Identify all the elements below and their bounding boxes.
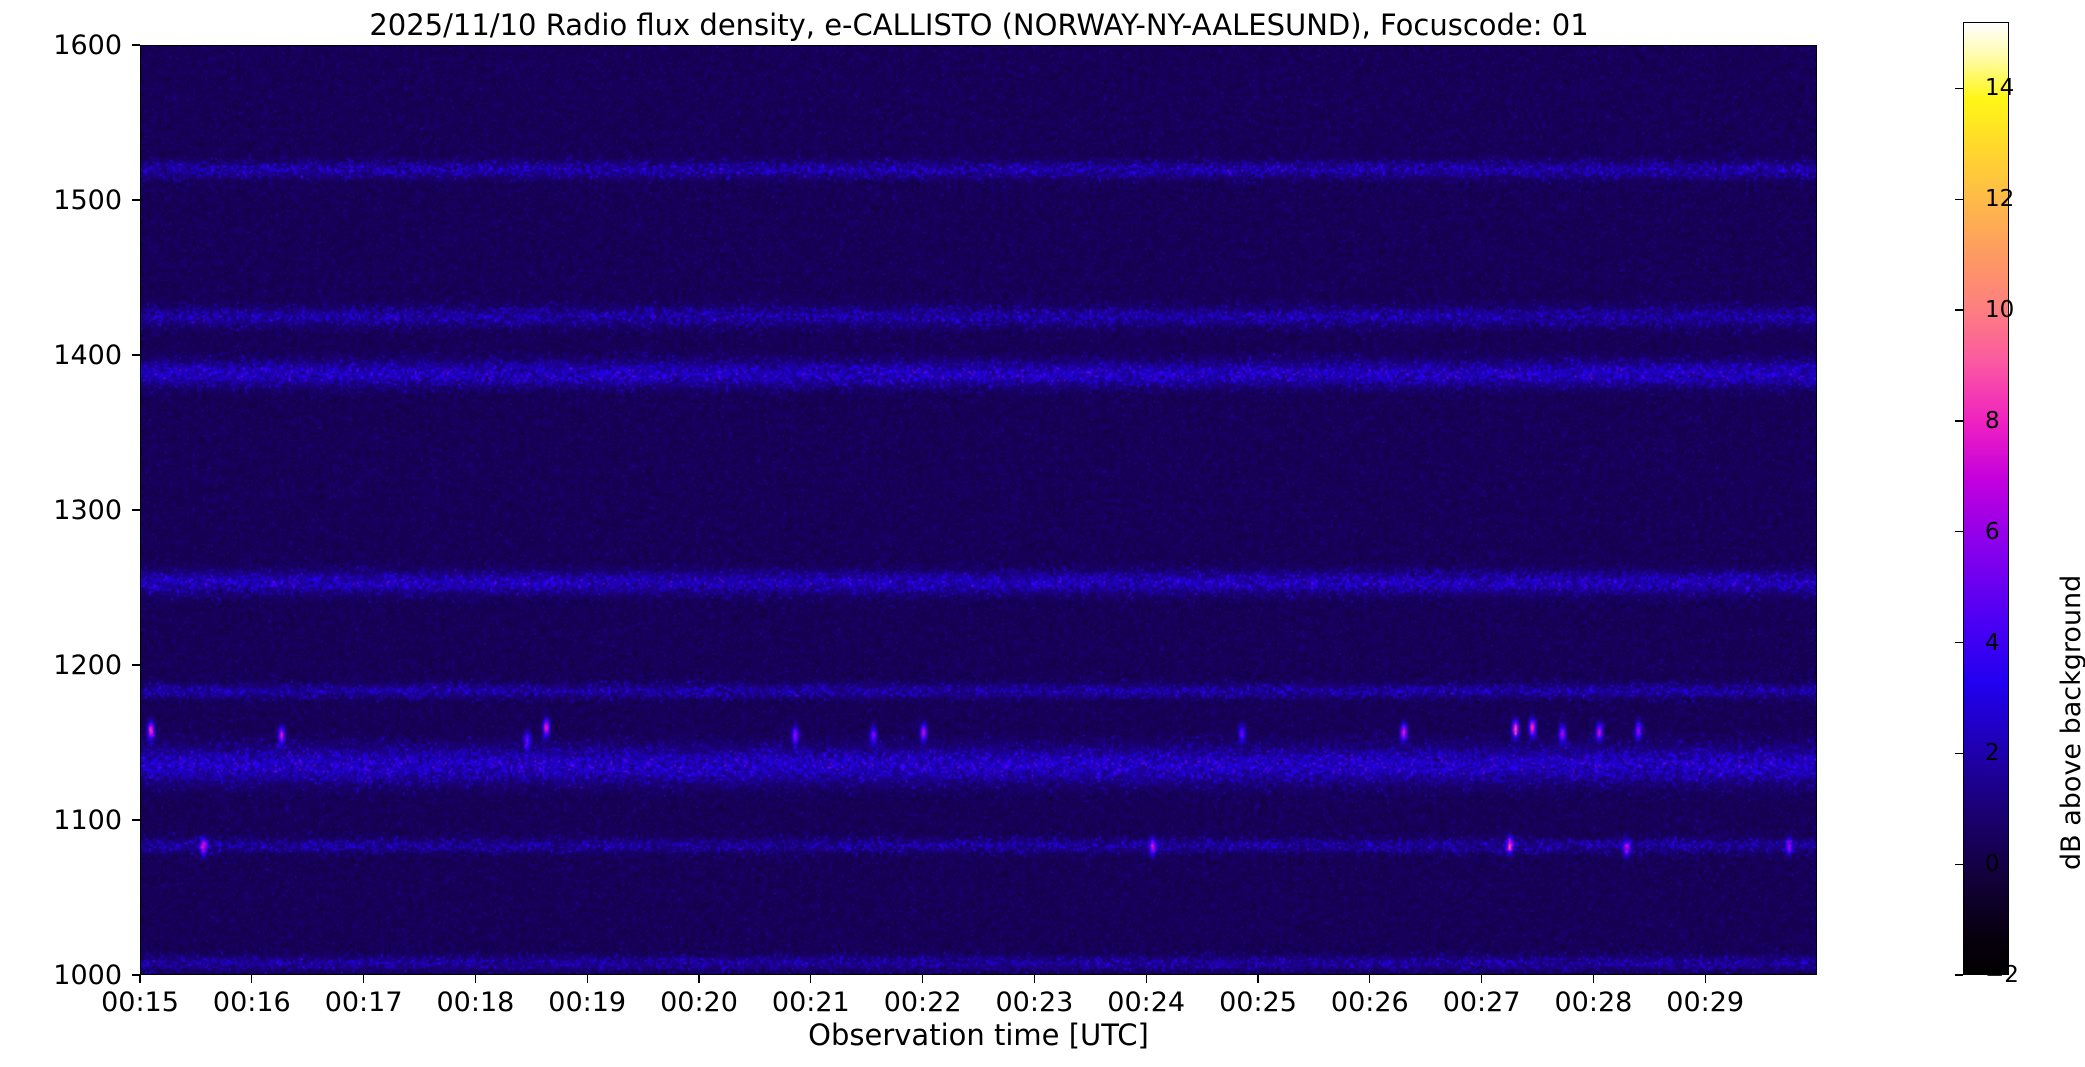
- x-tick-mark: [1480, 975, 1483, 983]
- x-tick-label: 00:23: [995, 987, 1074, 1018]
- colorbar-tick-label: 0: [1985, 851, 2000, 878]
- x-tick-mark: [1369, 975, 1371, 983]
- colorbar-tick-label: 12: [1985, 186, 2015, 213]
- x-tick-mark: [921, 975, 924, 983]
- x-tick-mark: [1592, 975, 1595, 983]
- colorbar-tick-mark: [1955, 641, 1963, 644]
- x-tick-label: 00:20: [660, 987, 738, 1018]
- x-tick-label: 00:25: [1219, 987, 1297, 1018]
- x-tick-label: 00:16: [212, 987, 291, 1018]
- x-tick-label: 00:27: [1442, 987, 1521, 1018]
- x-tick-mark: [251, 975, 253, 983]
- colorbar-tick-label: −2: [1985, 962, 2019, 988]
- x-tick-label: 00:17: [324, 987, 403, 1018]
- y-tick-mark: [132, 199, 140, 201]
- y-tick-label: 1000: [53, 960, 122, 991]
- colorbar-tick-mark: [1955, 752, 1963, 755]
- y-tick-label: 1500: [53, 185, 122, 216]
- colorbar-tick-mark: [1955, 420, 1963, 422]
- y-tick-mark: [132, 819, 140, 821]
- y-tick-mark: [132, 509, 140, 511]
- x-axis-label: Observation time [UTC]: [808, 1018, 1149, 1052]
- x-tick-mark: [810, 975, 812, 983]
- x-tick-label: 00:19: [548, 987, 627, 1018]
- y-tick-label: 1400: [53, 340, 122, 371]
- colorbar-tick-mark: [1955, 309, 1963, 311]
- x-tick-mark: [698, 975, 700, 983]
- colorbar-tick-mark: [1955, 974, 1963, 976]
- y-tick-label: 1100: [53, 805, 122, 836]
- x-tick-mark: [1145, 975, 1147, 983]
- x-tick-mark: [362, 975, 365, 983]
- x-tick-mark: [1033, 975, 1036, 983]
- x-tick-label: 00:26: [1330, 987, 1409, 1018]
- colorbar-tick-label: 2: [1985, 740, 2000, 767]
- colorbar-tick-label: 14: [1985, 75, 2015, 102]
- x-tick-mark: [586, 975, 588, 983]
- x-tick-mark: [474, 975, 477, 983]
- x-tick-label: 00:15: [101, 987, 179, 1018]
- colorbar-tick-label: 6: [1985, 518, 2000, 545]
- x-tick-label: 00:29: [1666, 987, 1745, 1018]
- spectrogram-plot-area: [140, 45, 1817, 975]
- x-tick-label: 00:22: [883, 987, 962, 1018]
- colorbar-tick-mark: [1955, 531, 1963, 533]
- y-tick-label: 1200: [53, 650, 122, 681]
- colorbar-tick-mark: [1955, 198, 1963, 200]
- x-tick-label: 00:28: [1554, 987, 1633, 1018]
- y-tick-mark: [132, 664, 140, 666]
- colorbar-tick-label: 8: [1985, 407, 2000, 434]
- x-tick-label: 00:18: [436, 987, 515, 1018]
- colorbar-tick-mark: [1955, 863, 1963, 865]
- colorbar-tick-mark: [1955, 87, 1963, 90]
- y-tick-label: 1600: [53, 30, 122, 61]
- y-tick-label: 1300: [53, 495, 122, 526]
- colorbar-tick-label: 10: [1985, 297, 2015, 324]
- colorbar-tick-label: 4: [1985, 629, 2000, 656]
- x-tick-mark: [139, 975, 141, 983]
- x-tick-label: 00:24: [1107, 987, 1186, 1018]
- colorbar-gradient: [1963, 22, 2009, 975]
- x-tick-mark: [1257, 975, 1259, 983]
- chart-title: 2025/11/10 Radio flux density, e-CALLIST…: [369, 8, 1589, 42]
- y-tick-mark: [132, 44, 140, 46]
- y-tick-mark: [132, 974, 140, 976]
- colorbar-label: dB above background: [2056, 574, 2085, 870]
- x-tick-mark: [1704, 975, 1706, 983]
- x-tick-label: 00:21: [771, 987, 850, 1018]
- y-tick-mark: [132, 354, 140, 356]
- spectrogram-image: [141, 46, 1816, 974]
